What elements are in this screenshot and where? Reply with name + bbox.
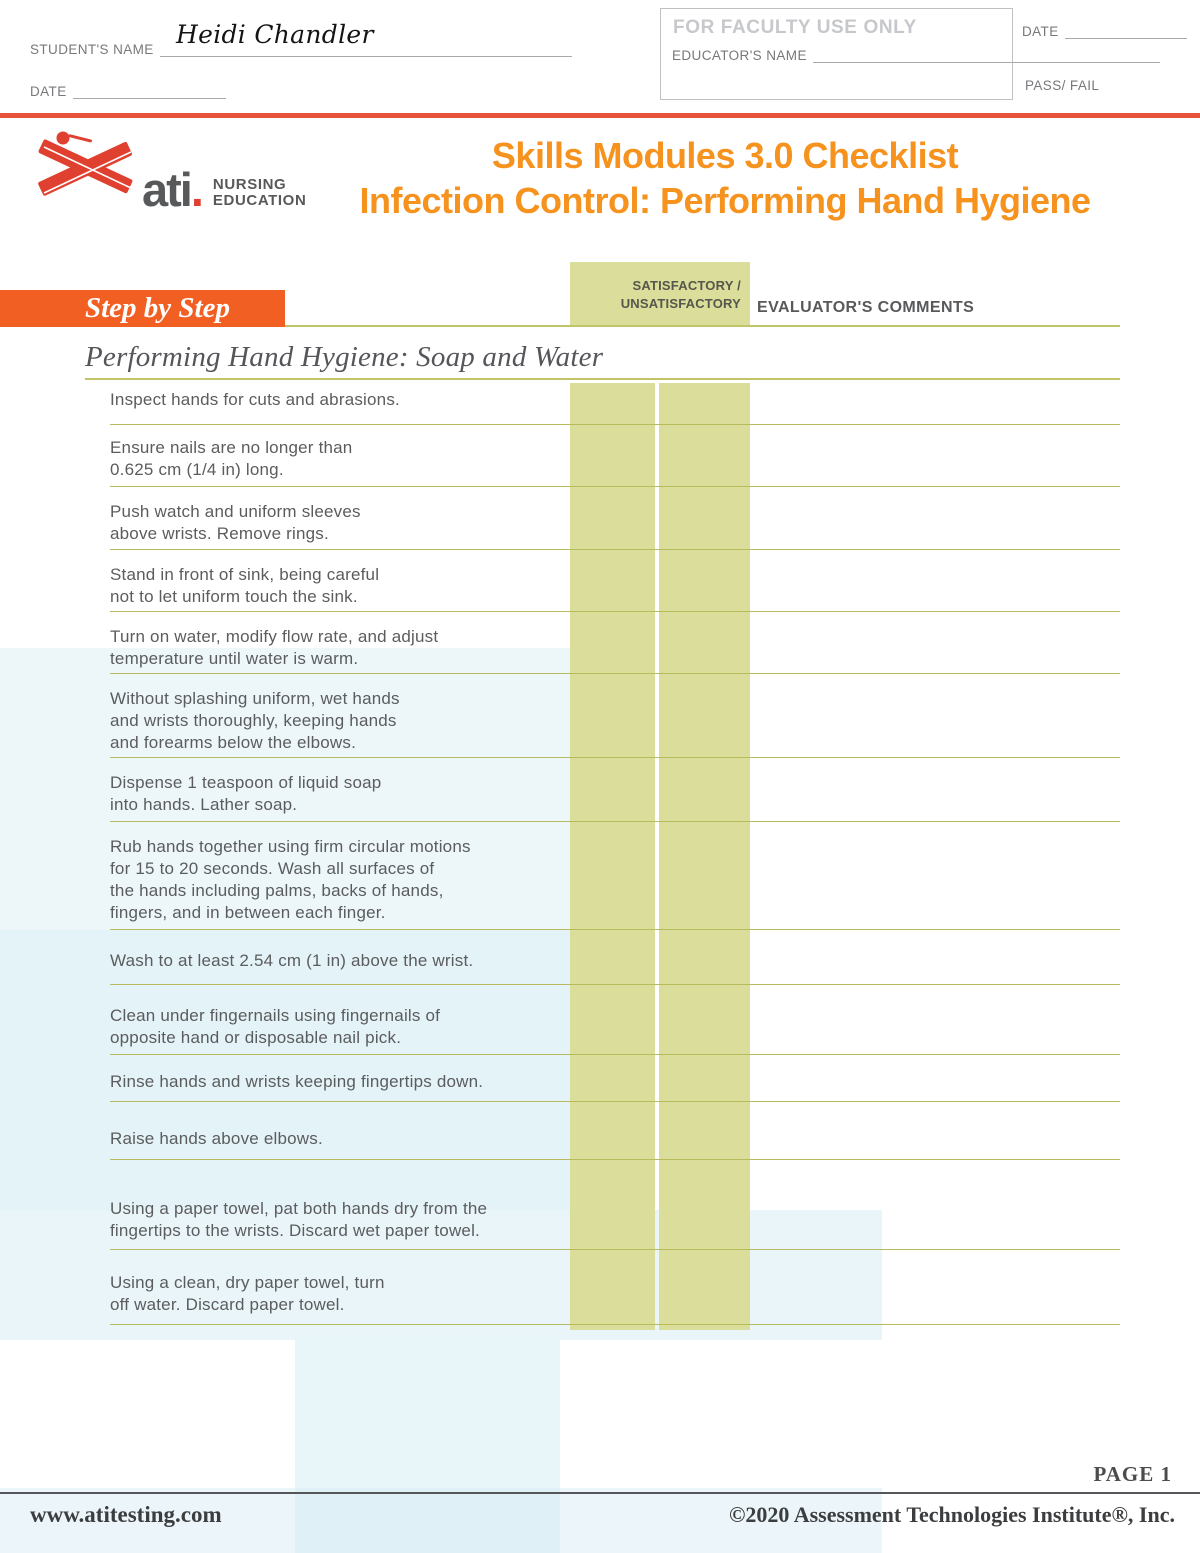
satisfactory-column [570,383,655,1330]
header-divider-rule [0,113,1200,118]
step-text: Push watch and uniform sleeves above wri… [110,502,361,543]
student-name-value: Heidi Chandler [176,20,374,49]
faculty-box-title: FOR FACULTY USE ONLY [673,17,917,38]
satisfactory-header-line1: SATISFACTORY / [632,278,741,293]
step-row: Using a clean, dry paper towel, turn off… [110,1250,1120,1325]
step-text: Dispense 1 teaspoon of liquid soap into … [110,773,382,814]
step-text: Raise hands above elbows. [110,1129,323,1148]
step-text: Using a clean, dry paper towel, turn off… [110,1273,385,1314]
educator-name-label: EDUCATOR'S NAME [672,48,807,63]
step-text: Clean under fingernails using fingernail… [110,1006,441,1047]
page-number: PAGE 1 [1093,1462,1172,1486]
step-text: Turn on water, modify flow rate, and adj… [110,627,439,668]
footer-rule [0,1492,1200,1494]
student-name-label: STUDENT'S NAME [30,42,154,57]
table-header-rule [285,325,1120,327]
student-name-line [159,42,572,57]
ati-logo-education: EDUCATION [212,192,307,209]
footer-copyright: ©2020 Assessment Technologies Institute®… [728,1502,1175,1527]
step-row: Dispense 1 teaspoon of liquid soap into … [110,758,1120,822]
step-row: Using a paper towel, pat both hands dry … [110,1160,1120,1250]
student-date-field: DATE [30,84,226,99]
document-title: Skills Modules 3.0 Checklist Infection C… [320,133,1130,223]
ati-logo-subtitle: NURSING EDUCATION [213,170,306,211]
step-row: Inspect hands for cuts and abrasions. [110,380,1120,425]
faculty-use-box: FOR FACULTY USE ONLY [660,8,1013,100]
step-text: Without splashing uniform, wet hands and… [110,689,400,752]
faculty-date-line [1064,24,1187,39]
ati-logo-nursing: NURSING [212,176,287,193]
satisfactory-column-header: SATISFACTORY / UNSATISFACTORY [570,262,750,327]
watermark-block [0,648,570,930]
watermark-block [295,1340,560,1553]
section-title-rule [85,378,1120,380]
ati-logo: ati. NURSING EDUCATION [142,163,306,216]
step-text: Stand in front of sink, being careful no… [110,565,380,606]
step-row: Push watch and uniform sleeves above wri… [110,487,1120,550]
watermark-block [0,1488,882,1553]
student-name-field: STUDENT'S NAME [30,42,572,57]
step-row: Raise hands above elbows. [110,1102,1120,1160]
faculty-date-label: DATE [1022,24,1059,39]
step-row: Wash to at least 2.54 cm (1 in) above th… [110,930,1120,985]
ati-logo-wordmark: ati. [142,163,204,216]
step-text: Rinse hands and wrists keeping fingertip… [110,1072,484,1091]
evaluator-comments-header: EVALUATOR'S COMMENTS [757,299,975,316]
unsatisfactory-column [659,383,750,1330]
section-title: Performing Hand Hygiene: Soap and Water [85,341,604,373]
faculty-date-field: DATE [1022,24,1187,39]
title-line1: Skills Modules 3.0 Checklist [491,135,959,176]
step-row: Stand in front of sink, being careful no… [110,550,1120,612]
educator-name-field: EDUCATOR'S NAME [672,48,1160,63]
step-row: Turn on water, modify flow rate, and adj… [110,612,1120,674]
step-row: Ensure nails are no longer than 0.625 cm… [110,425,1120,487]
step-text: Rub hands together using firm circular m… [110,837,471,922]
ati-kite-logo-icon [38,131,133,196]
step-row: Rub hands together using firm circular m… [110,822,1120,930]
step-by-step-header: Step by Step [0,290,285,327]
student-date-label: DATE [30,84,67,99]
step-row: Without splashing uniform, wet hands and… [110,674,1120,758]
step-text: Using a paper towel, pat both hands dry … [110,1199,488,1240]
pass-fail-label: PASS/ FAIL [1025,78,1100,93]
student-date-line [72,84,226,99]
watermark-block [0,930,570,1210]
steps-list: Inspect hands for cuts and abrasions. En… [110,380,1120,1325]
educator-name-line [812,48,1160,63]
step-text: Ensure nails are no longer than 0.625 cm… [110,438,353,479]
step-text: Inspect hands for cuts and abrasions. [110,390,400,409]
step-row: Rinse hands and wrists keeping fingertip… [110,1055,1120,1102]
step-text: Wash to at least 2.54 cm (1 in) above th… [110,951,474,970]
satisfactory-header-line2: UNSATISFACTORY [620,296,741,311]
title-line2: Infection Control: Performing Hand Hygie… [359,180,1091,221]
step-row: Clean under fingernails using fingernail… [110,985,1120,1055]
footer-website: www.atitesting.com [30,1502,222,1527]
